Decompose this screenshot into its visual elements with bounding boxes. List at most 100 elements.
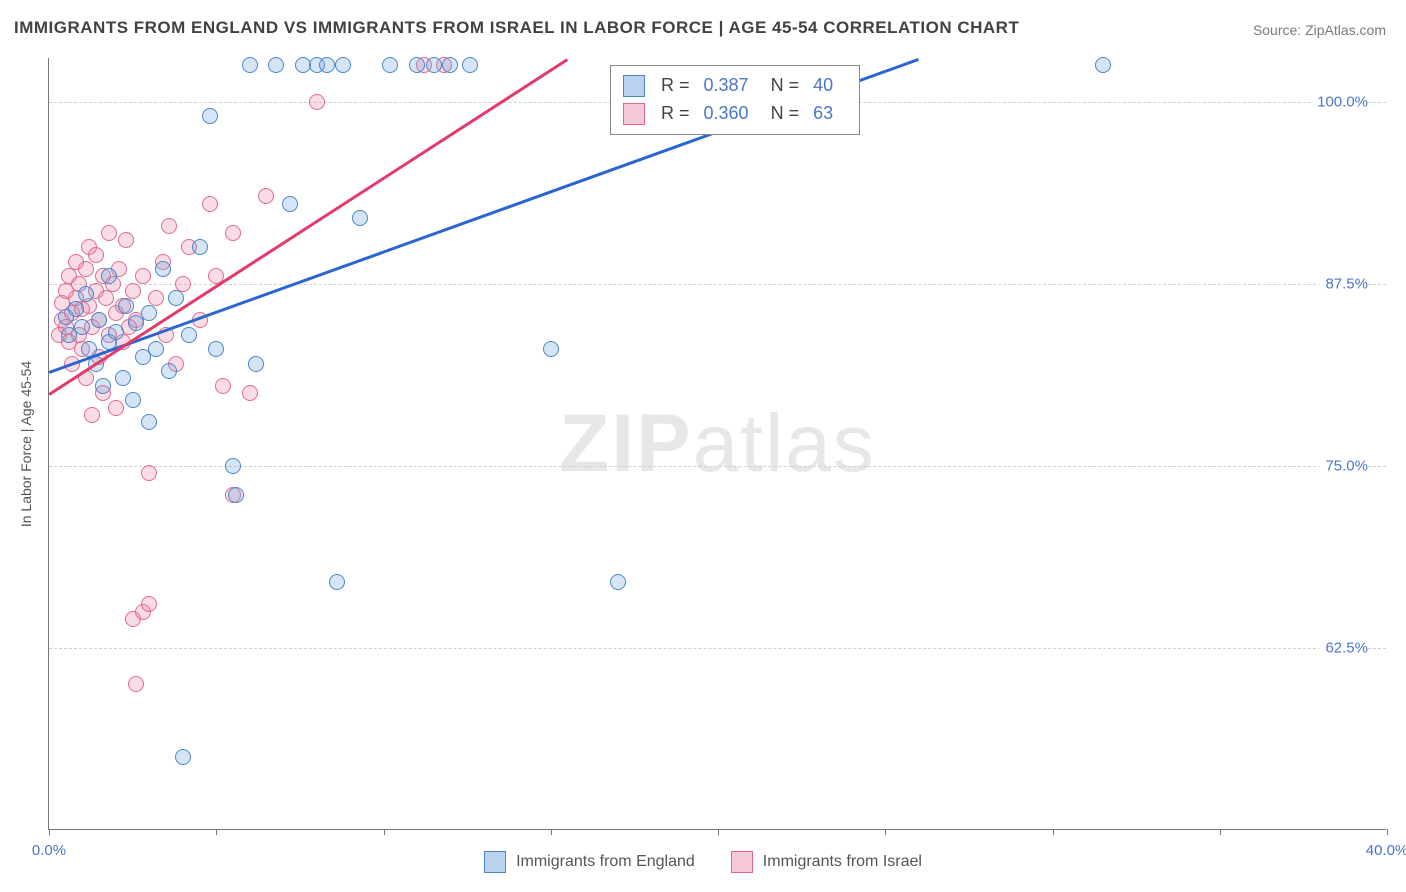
scatter-point	[426, 57, 442, 73]
scatter-point	[95, 378, 111, 394]
scatter-point	[181, 327, 197, 343]
scatter-point	[543, 341, 559, 357]
scatter-point	[68, 301, 84, 317]
scatter-point	[258, 188, 274, 204]
scatter-point	[155, 261, 171, 277]
r-value: 0.360	[704, 100, 749, 128]
scatter-point	[141, 596, 157, 612]
x-tick	[384, 829, 385, 835]
scatter-point	[141, 305, 157, 321]
x-tick	[1053, 829, 1054, 835]
legend-swatch	[623, 103, 645, 125]
watermark: ZIPatlas	[559, 397, 876, 491]
scatter-point	[78, 286, 94, 302]
n-label: N =	[771, 100, 800, 128]
source-label: Source: ZipAtlas.com	[1253, 22, 1386, 38]
r-label: R =	[661, 100, 690, 128]
scatter-point	[175, 276, 191, 292]
x-tick	[1387, 829, 1388, 835]
n-label: N =	[771, 72, 800, 100]
legend-stats-row: R = 0.387 N = 40	[623, 72, 845, 100]
scatter-point	[141, 414, 157, 430]
scatter-point	[282, 196, 298, 212]
scatter-point	[125, 392, 141, 408]
scatter-point	[202, 196, 218, 212]
scatter-point	[228, 487, 244, 503]
scatter-point	[462, 57, 478, 73]
x-tick	[49, 829, 50, 835]
scatter-point	[161, 363, 177, 379]
scatter-point	[101, 225, 117, 241]
scatter-point	[309, 94, 325, 110]
scatter-point	[242, 385, 258, 401]
x-tick	[1220, 829, 1221, 835]
scatter-point	[115, 370, 131, 386]
gridline	[49, 466, 1386, 467]
scatter-point	[442, 57, 458, 73]
scatter-point	[74, 319, 90, 335]
scatter-point	[88, 247, 104, 263]
scatter-point	[242, 57, 258, 73]
scatter-point	[225, 225, 241, 241]
legend-label: Immigrants from England	[516, 853, 695, 871]
scatter-point	[148, 290, 164, 306]
scatter-point	[125, 283, 141, 299]
scatter-point	[352, 210, 368, 226]
y-tick-label: 87.5%	[1319, 275, 1368, 292]
scatter-point	[148, 341, 164, 357]
x-tick	[718, 829, 719, 835]
bottom-legend-item: Immigrants from Israel	[731, 851, 922, 873]
y-tick-label: 75.0%	[1319, 457, 1368, 474]
plot-area: ZIPatlas 62.5%75.0%87.5%100.0%0.0%40.0%	[48, 58, 1386, 830]
legend-label: Immigrants from Israel	[763, 853, 922, 871]
gridline	[49, 284, 1386, 285]
scatter-point	[101, 268, 117, 284]
scatter-point	[329, 574, 345, 590]
n-value: 40	[813, 72, 833, 100]
scatter-point	[98, 290, 114, 306]
chart-title: IMMIGRANTS FROM ENGLAND VS IMMIGRANTS FR…	[14, 18, 1019, 38]
scatter-point	[168, 290, 184, 306]
scatter-point	[118, 298, 134, 314]
scatter-point	[161, 218, 177, 234]
scatter-point	[215, 378, 231, 394]
scatter-point	[128, 676, 144, 692]
scatter-point	[610, 574, 626, 590]
bottom-legend: Immigrants from England Immigrants from I…	[0, 851, 1406, 878]
scatter-point	[108, 400, 124, 416]
legend-stats-box: R =0.387N =40R =0.360N =63	[610, 65, 860, 135]
scatter-point	[248, 356, 264, 372]
scatter-point	[108, 324, 124, 340]
scatter-point	[268, 57, 284, 73]
scatter-point	[382, 57, 398, 73]
gridline	[49, 648, 1386, 649]
y-axis-title: In Labor Force | Age 45-54	[18, 361, 34, 527]
legend-swatch	[731, 851, 753, 873]
scatter-point	[202, 108, 218, 124]
watermark-bold: ZIP	[559, 398, 693, 489]
scatter-point	[319, 57, 335, 73]
scatter-point	[192, 239, 208, 255]
scatter-point	[409, 57, 425, 73]
x-tick	[216, 829, 217, 835]
r-value: 0.387	[704, 72, 749, 100]
trend-line	[48, 58, 568, 395]
scatter-point	[84, 407, 100, 423]
x-tick	[885, 829, 886, 835]
scatter-point	[335, 57, 351, 73]
scatter-point	[128, 315, 144, 331]
watermark-light: atlas	[693, 398, 876, 489]
bottom-legend-item: Immigrants from England	[484, 851, 695, 873]
scatter-point	[135, 268, 151, 284]
chart-container: IMMIGRANTS FROM ENGLAND VS IMMIGRANTS FR…	[0, 0, 1406, 892]
legend-swatch	[623, 75, 645, 97]
y-tick-label: 100.0%	[1311, 93, 1368, 110]
r-label: R =	[661, 72, 690, 100]
scatter-point	[78, 261, 94, 277]
scatter-point	[141, 465, 157, 481]
scatter-point	[208, 341, 224, 357]
legend-stats-row: R =0.360N =63	[623, 100, 845, 128]
legend-swatch	[484, 851, 506, 873]
x-tick	[551, 829, 552, 835]
scatter-point	[175, 749, 191, 765]
